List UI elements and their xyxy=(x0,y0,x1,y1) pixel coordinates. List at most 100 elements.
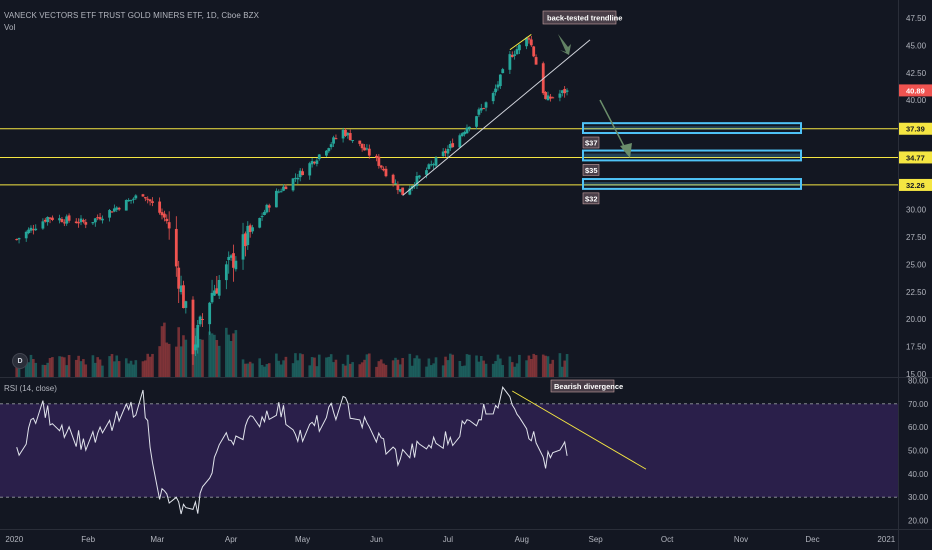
volume-bar xyxy=(298,353,302,377)
volume-bar xyxy=(365,354,369,377)
volume-bar xyxy=(465,354,469,377)
volume-bar xyxy=(129,360,133,377)
volume-bar xyxy=(368,353,371,377)
volume-bar xyxy=(401,357,404,377)
candle-body xyxy=(563,88,567,94)
volume-bar xyxy=(508,356,512,377)
candle-body xyxy=(448,143,452,149)
candle-body xyxy=(432,164,436,166)
candle-body xyxy=(384,168,388,177)
volume-bar xyxy=(432,363,435,377)
last-price-tag-bg xyxy=(899,84,932,97)
candle-body xyxy=(332,137,335,144)
volume-bar xyxy=(217,345,221,377)
price-tick-label: 20.00 xyxy=(906,315,927,324)
annotation-bg xyxy=(542,10,617,25)
candle-body xyxy=(27,229,30,234)
volume-bar xyxy=(241,359,245,377)
candle-body xyxy=(401,187,405,195)
candle-body xyxy=(513,54,517,56)
price-tick-label: 25.00 xyxy=(906,260,927,269)
time-tick-label: Feb xyxy=(81,535,95,544)
candle-body xyxy=(534,57,538,65)
candle-body xyxy=(394,183,397,185)
volume-bar xyxy=(124,358,128,377)
volume-bar xyxy=(315,366,319,377)
candle-body xyxy=(260,216,264,218)
candle-body xyxy=(112,208,116,212)
volume-bar xyxy=(291,363,295,377)
volume-bar xyxy=(258,358,262,377)
volume-bar xyxy=(475,355,478,377)
volume-bar xyxy=(82,359,85,377)
candle-body xyxy=(298,170,302,178)
volume-bar xyxy=(115,355,119,377)
candle-body xyxy=(444,150,447,153)
candle-body xyxy=(17,238,21,240)
volume-bar xyxy=(358,364,362,377)
candle-body xyxy=(43,219,47,222)
volume-bar xyxy=(98,359,102,377)
candle-body xyxy=(267,205,271,208)
candle-body xyxy=(434,157,438,166)
volume-bar xyxy=(477,361,481,377)
chart-header: VANECK VECTORS ETF TRUST GOLD MINERS ETF… xyxy=(4,11,259,32)
volume-bar xyxy=(360,362,364,377)
price-tick-label: 47.50 xyxy=(906,14,927,23)
candle-body xyxy=(479,108,483,111)
volume-bar xyxy=(396,359,400,377)
candle-body xyxy=(191,299,195,355)
zone-label-bg xyxy=(582,164,600,176)
volume-bar xyxy=(163,322,166,377)
candle-body xyxy=(232,253,235,268)
time-tick-label: Jul xyxy=(443,535,453,544)
candle-body xyxy=(313,161,316,164)
dividends-badge-icon[interactable]: D xyxy=(12,353,28,369)
price-tag: 37.39 xyxy=(906,125,925,134)
candle-body xyxy=(441,151,445,157)
volume-bar xyxy=(43,365,47,377)
rsi-tick-label: 80.00 xyxy=(908,377,929,386)
volume-bar xyxy=(175,346,178,377)
volume-bar xyxy=(201,339,204,377)
candle-body xyxy=(484,102,488,108)
volume-bar xyxy=(141,361,145,377)
volume-bar xyxy=(132,364,135,377)
volume-bar xyxy=(379,359,383,377)
volume-bar xyxy=(279,364,283,377)
volume-bar xyxy=(101,365,104,377)
volume-bar xyxy=(458,360,462,377)
volume-bar xyxy=(549,363,552,377)
volume-bar xyxy=(551,359,555,377)
candle-body xyxy=(62,222,66,224)
volume-bar xyxy=(27,362,30,377)
candle-body xyxy=(291,178,295,191)
candle-body xyxy=(296,177,300,180)
volume-bar xyxy=(563,360,566,377)
volume-bar xyxy=(451,354,454,377)
volume-bar xyxy=(17,362,21,377)
price-tag: 34.77 xyxy=(906,153,925,162)
volume-bar xyxy=(65,365,69,377)
volume-bar xyxy=(84,364,88,377)
candle-body xyxy=(282,186,285,191)
volume-bar xyxy=(501,365,505,377)
time-tick-label: Apr xyxy=(225,535,238,544)
candle-body xyxy=(358,140,362,144)
price-tick-label: 40.00 xyxy=(906,96,927,105)
volume-bar xyxy=(341,363,345,377)
volume-bar xyxy=(391,360,395,377)
candle-body xyxy=(165,218,169,222)
last-price-tag: 40.89 xyxy=(906,86,925,95)
candle-body xyxy=(518,44,521,51)
candle-body xyxy=(115,207,119,210)
price-tick-label: 45.00 xyxy=(906,41,927,50)
volume-bar xyxy=(527,355,531,377)
candle-body xyxy=(334,138,338,140)
candle-body xyxy=(241,234,245,260)
volume-bar xyxy=(518,354,521,377)
candle-body xyxy=(248,225,252,233)
time-tick-label: 2020 xyxy=(5,535,23,544)
candle-body xyxy=(234,260,238,270)
